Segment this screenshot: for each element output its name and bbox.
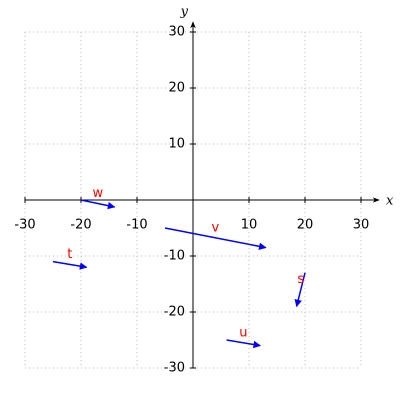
x-tick-label: -10	[126, 218, 147, 233]
y-tick-label: 30	[168, 25, 185, 40]
x-axis-label: x	[386, 194, 394, 209]
vector-label: v	[212, 220, 220, 235]
vector-arrow	[80, 199, 116, 210]
vector-arrow	[226, 339, 261, 349]
y-tick-label: -20	[164, 305, 185, 320]
x-tick-label: 30	[353, 218, 370, 233]
x-tick-label: -20	[70, 218, 91, 233]
vector-arrow	[294, 272, 306, 308]
x-tick-label: 20	[297, 218, 314, 233]
y-tick-label: -30	[164, 361, 185, 376]
x-tick-label: 10	[241, 218, 258, 233]
y-tick-label: -10	[164, 249, 185, 264]
vector-label: t	[67, 247, 72, 262]
vector-label: s	[297, 272, 304, 287]
y-tick-label: 10	[168, 137, 185, 152]
y-tick-label: 20	[168, 81, 185, 96]
vector-label: w	[92, 186, 103, 201]
vector-label: u	[239, 325, 247, 340]
vector-arrow	[52, 260, 88, 270]
vector-arrow	[164, 227, 267, 250]
x-tick-label: -30	[14, 218, 35, 233]
y-axis-label: y	[180, 5, 189, 20]
